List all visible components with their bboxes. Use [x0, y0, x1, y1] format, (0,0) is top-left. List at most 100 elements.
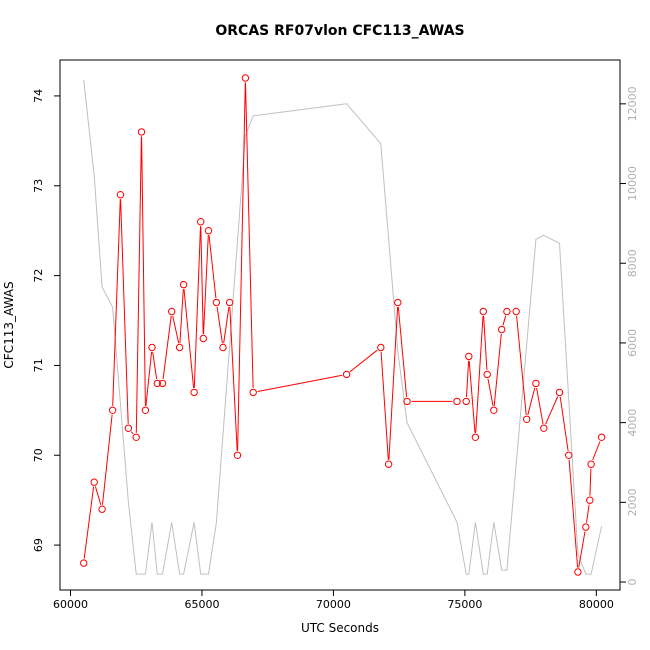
- data-point: [465, 352, 473, 361]
- data-point: [483, 370, 491, 379]
- series-primary-segment: [487, 378, 494, 406]
- data-point: [153, 379, 162, 388]
- series-primary-segment: [349, 349, 378, 372]
- series-primary-segment: [141, 136, 146, 406]
- series-primary-segment: [130, 431, 134, 435]
- series-primary-segment: [380, 351, 389, 460]
- data-point: [523, 415, 531, 423]
- series-primary-segment: [120, 199, 129, 424]
- data-point: [498, 325, 506, 334]
- data-point: [490, 406, 498, 414]
- data-point: [540, 424, 548, 432]
- series-primary-segment: [388, 306, 399, 460]
- data-point: [394, 298, 402, 307]
- data-point: [241, 74, 250, 82]
- y-tick-label: 73: [32, 179, 45, 193]
- x-axis-label: UTC Seconds: [301, 621, 379, 635]
- series-primary-segment: [179, 289, 184, 344]
- y2-tick-label: 6000: [626, 329, 639, 357]
- plot-area: [59, 59, 621, 591]
- data-point: [233, 451, 242, 459]
- series-primary-segment: [493, 333, 502, 406]
- series-primary-segment: [502, 315, 507, 326]
- data-point: [212, 298, 221, 307]
- data-point: [453, 397, 461, 406]
- series-primary-segment: [559, 396, 569, 451]
- series-primary-segment: [216, 306, 223, 344]
- data-point: [148, 343, 156, 352]
- x-tick-label: 80000: [579, 598, 614, 611]
- data-point: [582, 523, 590, 531]
- series-primary-segment: [208, 235, 217, 299]
- y-axis: 69 70 71 72 73 74: [32, 89, 60, 552]
- x-tick-label: 65000: [184, 598, 219, 611]
- series-primary-segment: [94, 486, 102, 505]
- y-tick-label: 70: [32, 448, 45, 462]
- data-point: [219, 343, 227, 352]
- y-tick-label: 72: [32, 269, 45, 283]
- data-point: [190, 388, 198, 397]
- data-point: [479, 307, 487, 316]
- data-point: [158, 379, 167, 388]
- series-primary-segment: [578, 531, 586, 568]
- series-primary-segment: [257, 374, 343, 392]
- y2-tick-label: 2000: [626, 488, 639, 516]
- data-point: [179, 280, 188, 289]
- series-layer: [80, 74, 606, 576]
- y2-tick-label: 12000: [626, 86, 639, 121]
- series-primary-segment: [586, 504, 590, 523]
- data-point: [80, 559, 88, 567]
- data-point: [462, 397, 470, 406]
- data-point: [555, 388, 564, 397]
- y2-tick-label: 0: [626, 579, 639, 586]
- data-point: [586, 496, 594, 504]
- x-tick-label: 60000: [53, 598, 88, 611]
- x-axis: 60000 65000 70000 75000 80000: [53, 590, 614, 611]
- series-primary-segment: [589, 468, 592, 496]
- series-primary-segment: [536, 387, 544, 424]
- series-primary-segment: [397, 306, 408, 397]
- series-primary-segment: [223, 306, 230, 344]
- series-primary-segment: [135, 136, 142, 433]
- y2-tick-label: 10000: [626, 166, 639, 201]
- series-primary-segment: [527, 387, 536, 416]
- y-tick-label: 69: [32, 538, 45, 552]
- data-point: [141, 406, 150, 414]
- data-point: [225, 298, 234, 307]
- data-point: [124, 424, 133, 432]
- data-point: [132, 433, 140, 441]
- data-point: [199, 334, 208, 343]
- data-point: [98, 505, 106, 513]
- series-primary-segment: [112, 199, 121, 406]
- series-primary-segment: [466, 360, 470, 397]
- data-point: [565, 451, 573, 459]
- data-point: [197, 218, 205, 226]
- y-tick-label: 74: [32, 89, 45, 103]
- data-point: [108, 406, 117, 414]
- series-primary-segment: [102, 414, 113, 505]
- data-point: [532, 379, 540, 388]
- series-primary-segment: [83, 486, 95, 559]
- data-point: [116, 191, 125, 199]
- series-primary-segment: [200, 226, 204, 335]
- series-primary-segment: [468, 360, 476, 433]
- series-primary-segment: [483, 315, 488, 370]
- data-point: [342, 370, 351, 379]
- data-point: [512, 307, 520, 316]
- y2-tick-label: 4000: [626, 409, 639, 437]
- series-primary-segment: [245, 82, 254, 388]
- data-point: [168, 307, 176, 316]
- y2-axis: 0 2000 4000 6000 8000 10000 12000: [620, 86, 639, 586]
- series-primary-segment: [516, 315, 527, 415]
- series-primary-segment: [193, 226, 201, 388]
- series-primary-segment: [592, 441, 601, 461]
- series-secondary-line: [83, 79, 603, 575]
- series-primary-segment: [172, 315, 180, 344]
- data-point: [249, 388, 257, 397]
- chart-title: ORCAS RF07vlon CFC113_AWAS: [215, 23, 464, 39]
- data-point: [574, 568, 582, 576]
- y-tick-label: 71: [32, 358, 45, 372]
- series-primary-segment: [475, 315, 484, 433]
- series-primary-segment: [162, 315, 172, 379]
